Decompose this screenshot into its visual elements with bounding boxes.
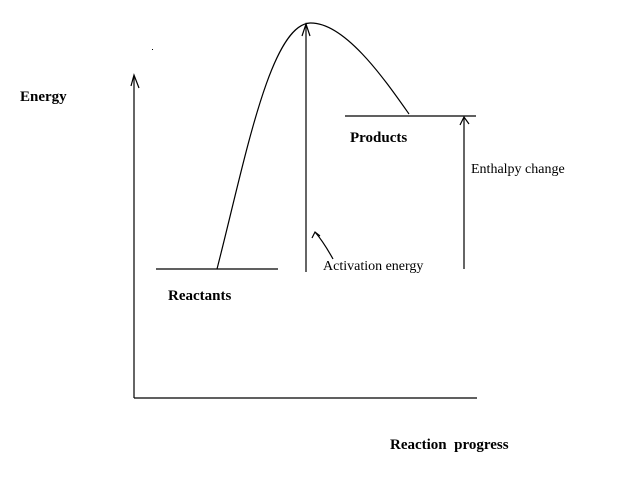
reactants-label: Reactants bbox=[168, 288, 231, 304]
y-axis-arrowhead bbox=[130, 73, 140, 89]
activation-energy-pointer-head bbox=[311, 231, 321, 239]
energy-curve bbox=[216, 22, 410, 270]
activation-energy-arrowhead bbox=[301, 22, 311, 37]
enthalpy-change-arrowhead bbox=[459, 115, 470, 126]
stray-dot bbox=[152, 49, 153, 50]
reaction-progress-axis-label: Reaction progress bbox=[390, 437, 509, 453]
products-label: Products bbox=[350, 130, 407, 146]
activation-energy-label: Activation energy bbox=[323, 259, 423, 274]
activation-energy-pointer bbox=[314, 231, 334, 260]
energy-axis-label: Energy bbox=[20, 89, 67, 105]
enthalpy-change-label: Enthalpy change bbox=[471, 162, 565, 177]
